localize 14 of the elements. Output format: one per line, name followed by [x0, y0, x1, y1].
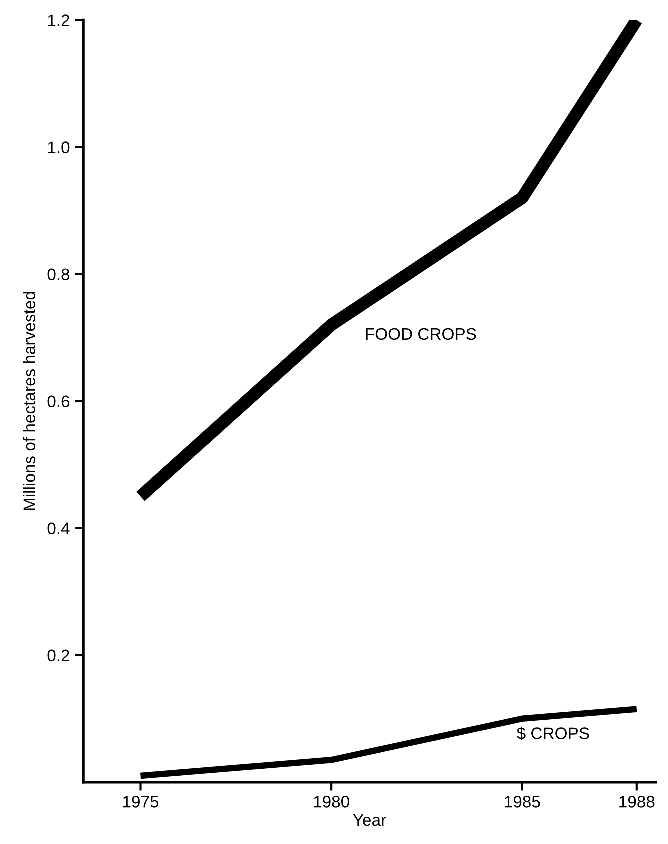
series-label: FOOD CROPS [366, 328, 476, 340]
y-tick-label: 0.2 [48, 650, 70, 662]
x-tick-label: 1985 [505, 796, 540, 808]
y-tick-label: 1.0 [48, 142, 70, 154]
x-tick-label: 1975 [123, 796, 159, 808]
x-tick-label: 1980 [314, 796, 350, 808]
y-tick-label: 0.4 [48, 522, 70, 535]
series-label: $ CROPS [517, 726, 590, 740]
y-tick-label: 0.6 [48, 396, 70, 408]
x-axis-title: Year [353, 814, 386, 826]
y-tick-label: 1.2 [48, 14, 70, 26]
y-tick-label: 0.8 [48, 268, 70, 281]
x-tick-label: 1988 [620, 796, 655, 808]
y-axis-title: Millions of hectares harvested [23, 292, 36, 510]
